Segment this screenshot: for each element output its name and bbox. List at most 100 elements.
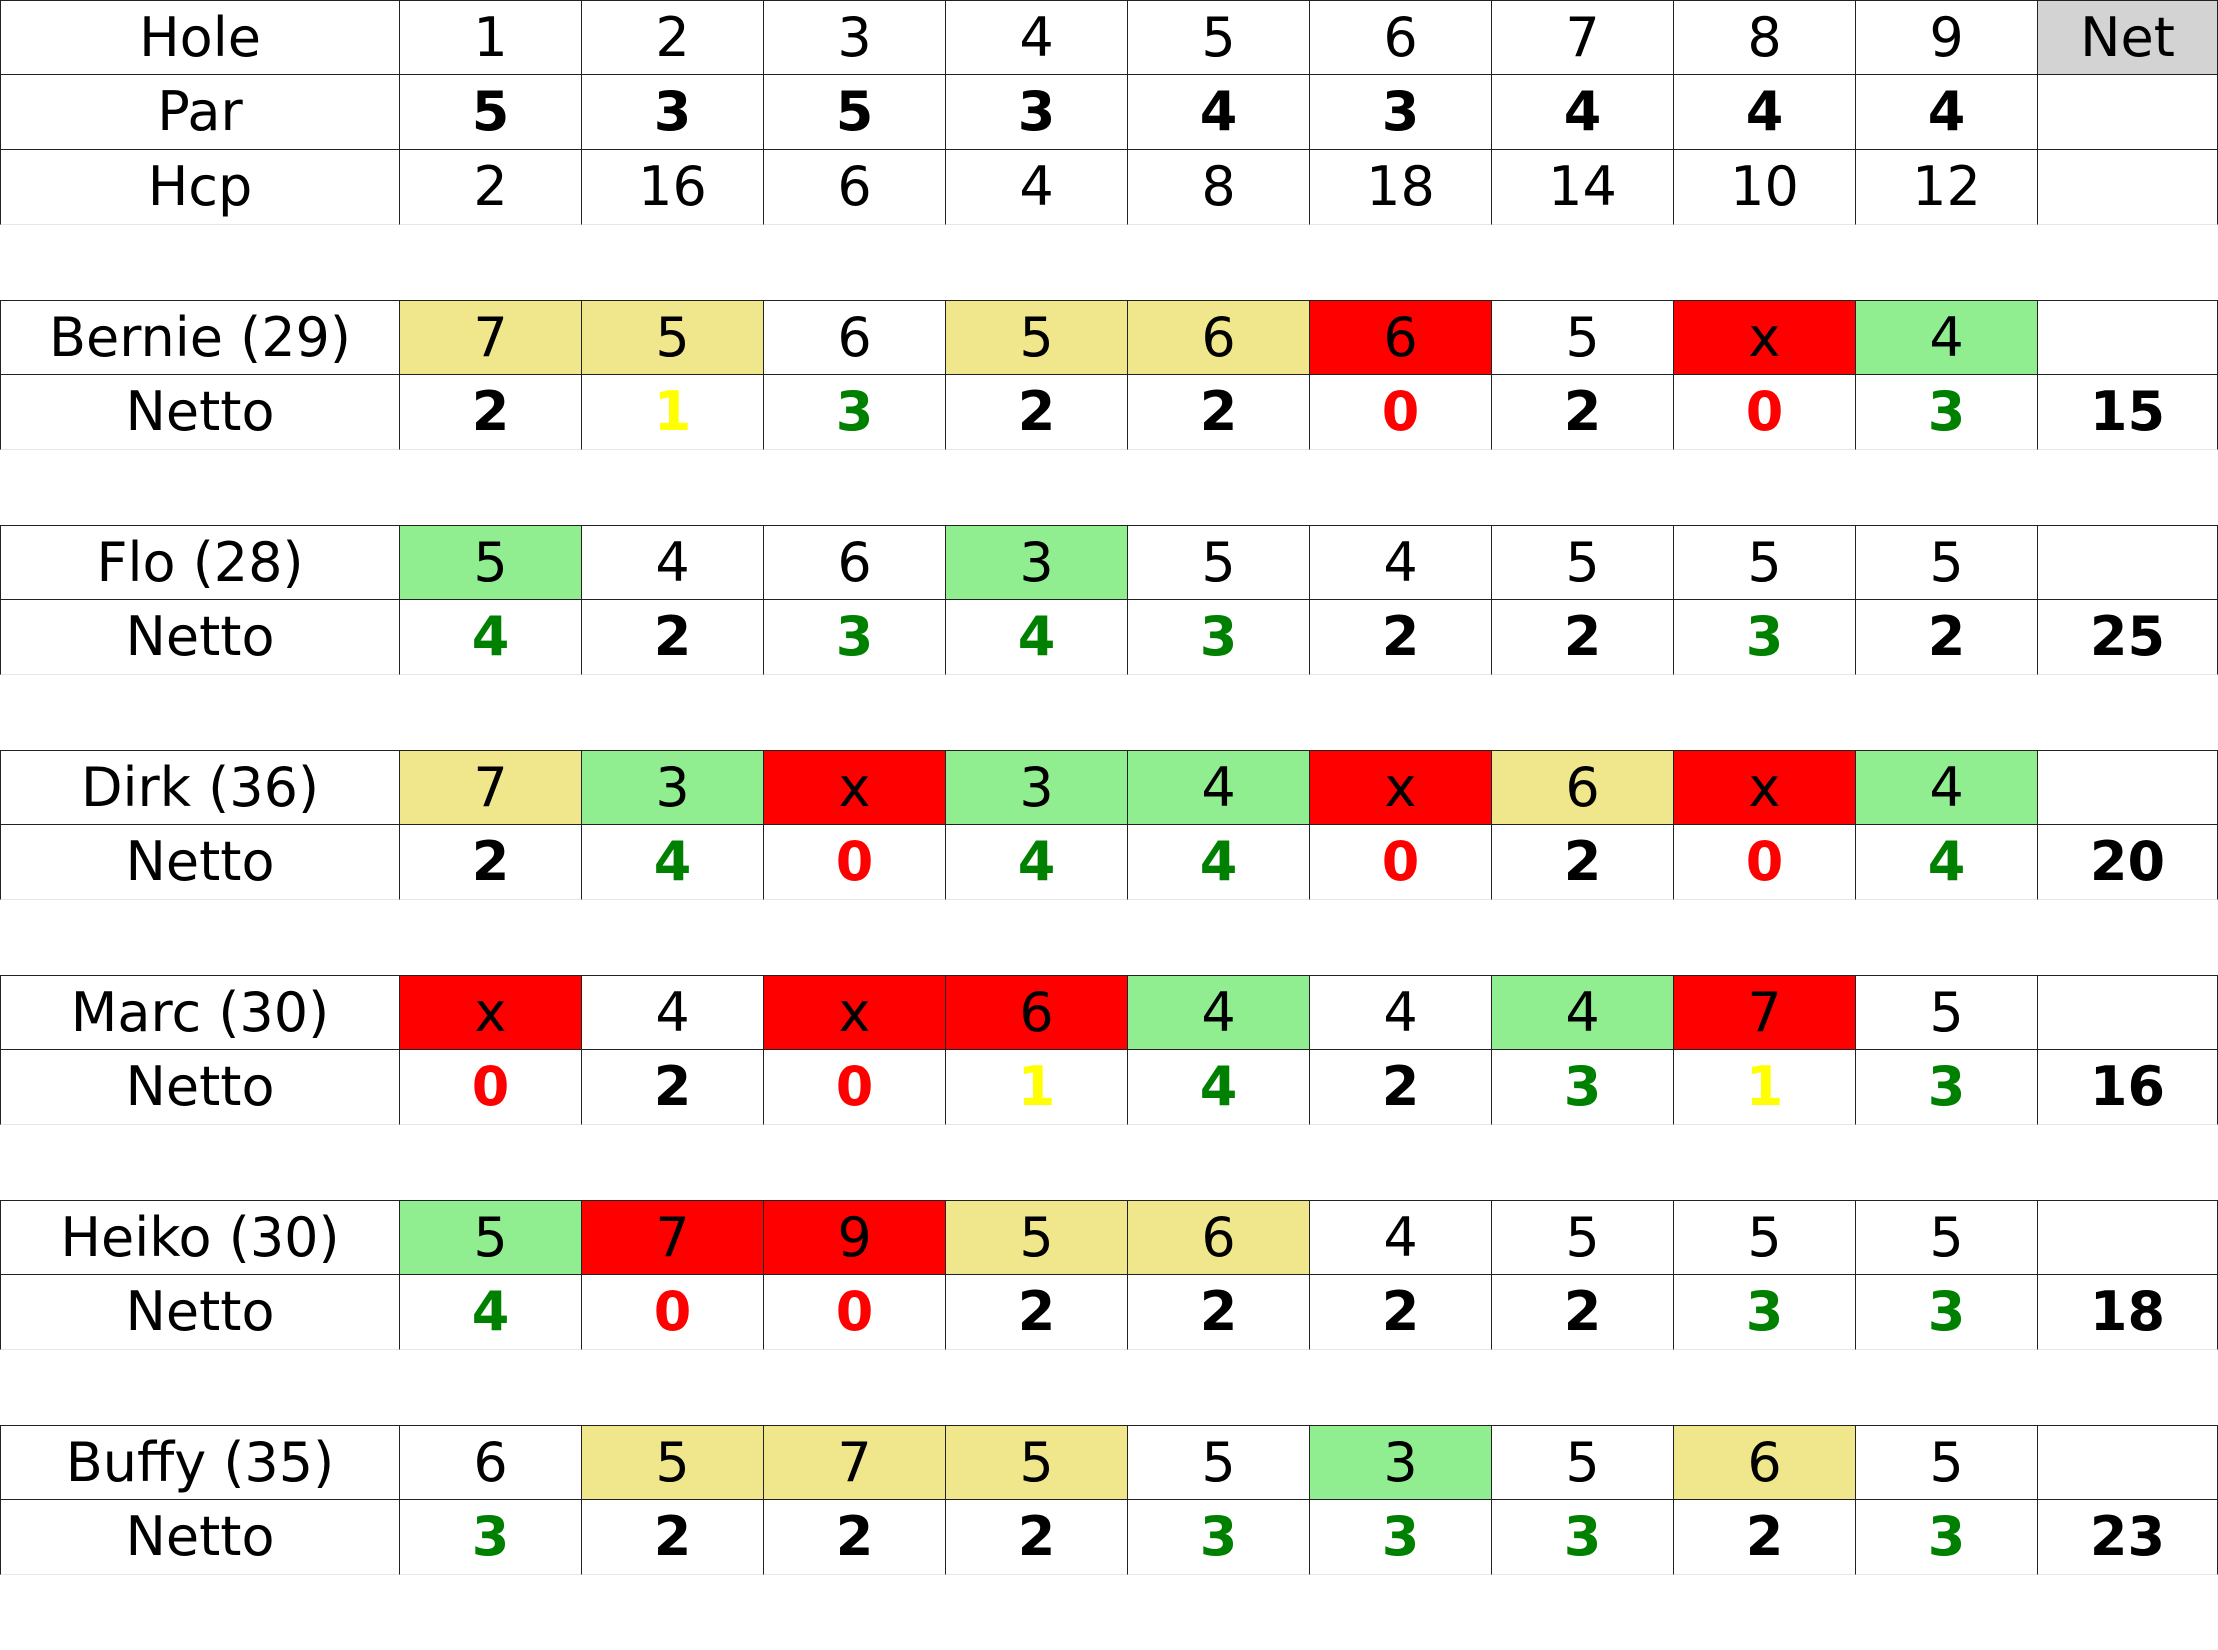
- netto-total: 23: [2038, 1500, 2218, 1575]
- netto-points-cell: 3: [1128, 1500, 1310, 1575]
- netto-points-cell: 2: [1492, 600, 1674, 675]
- hole-number-3: 3: [764, 0, 946, 75]
- hole-number-4: 4: [946, 0, 1128, 75]
- netto-total: 16: [2038, 1050, 2218, 1125]
- hcp-value-5: 8: [1128, 150, 1310, 225]
- player-score-cell: 7: [764, 1425, 946, 1500]
- netto-points-cell: 2: [1674, 1500, 1856, 1575]
- netto-points-cell: 3: [1128, 600, 1310, 675]
- player-net-empty: [2038, 975, 2218, 1050]
- netto-points-cell: 2: [1856, 600, 2038, 675]
- player-score-cell: 4: [582, 525, 764, 600]
- player-score-cell: 4: [1856, 750, 2038, 825]
- netto-points-cell: 2: [1310, 1050, 1492, 1125]
- par-label: Par: [0, 75, 400, 150]
- player-score-cell: 5: [946, 1200, 1128, 1275]
- player-score-cell: 5: [1492, 525, 1674, 600]
- player-score-cell: 6: [1492, 750, 1674, 825]
- hcp-value-2: 16: [582, 150, 764, 225]
- par-net-empty: [2038, 75, 2218, 150]
- netto-label: Netto: [0, 1050, 400, 1125]
- netto-points-cell: 2: [1310, 600, 1492, 675]
- player-score-cell: 4: [1310, 1200, 1492, 1275]
- hole-number-5: 5: [1128, 0, 1310, 75]
- player-score-cell: 4: [1310, 975, 1492, 1050]
- player-name: Heiko (30): [0, 1200, 400, 1275]
- netto-points-cell: 0: [1674, 825, 1856, 900]
- player-name: Marc (30): [0, 975, 400, 1050]
- player-score-cell: 5: [946, 300, 1128, 375]
- netto-label: Netto: [0, 825, 400, 900]
- netto-points-cell: 1: [946, 1050, 1128, 1125]
- player-score-cell: 5: [1856, 975, 2038, 1050]
- player-score-cell: x: [764, 975, 946, 1050]
- netto-total: 18: [2038, 1275, 2218, 1350]
- hcp-value-8: 10: [1674, 150, 1856, 225]
- netto-points-cell: 2: [946, 1275, 1128, 1350]
- par-value-4: 3: [946, 75, 1128, 150]
- netto-points-cell: 0: [1310, 375, 1492, 450]
- player-score-cell: 5: [1128, 525, 1310, 600]
- par-value-2: 3: [582, 75, 764, 150]
- player-score-cell: 4: [1856, 300, 2038, 375]
- player-score-cell: x: [1310, 750, 1492, 825]
- netto-points-cell: 4: [1128, 1050, 1310, 1125]
- player-net-empty: [2038, 750, 2218, 825]
- player-name: Bernie (29): [0, 300, 400, 375]
- netto-points-cell: 3: [1310, 1500, 1492, 1575]
- player-score-cell: 5: [1128, 1425, 1310, 1500]
- player-score-cell: 3: [946, 750, 1128, 825]
- netto-points-cell: 0: [1310, 825, 1492, 900]
- netto-points-cell: 2: [946, 375, 1128, 450]
- netto-points-cell: 2: [582, 1050, 764, 1125]
- player-net-empty: [2038, 300, 2218, 375]
- netto-points-cell: 3: [1674, 1275, 1856, 1350]
- player-score-cell: 5: [582, 300, 764, 375]
- netto-points-cell: 2: [400, 375, 582, 450]
- netto-points-cell: 2: [1492, 825, 1674, 900]
- player-score-cell: x: [1674, 300, 1856, 375]
- par-value-8: 4: [1674, 75, 1856, 150]
- player-score-cell: 3: [946, 525, 1128, 600]
- netto-points-cell: 0: [764, 825, 946, 900]
- netto-total: 20: [2038, 825, 2218, 900]
- player-score-cell: 6: [946, 975, 1128, 1050]
- hcp-value-3: 6: [764, 150, 946, 225]
- par-value-7: 4: [1492, 75, 1674, 150]
- netto-points-cell: 3: [400, 1500, 582, 1575]
- hcp-value-1: 2: [400, 150, 582, 225]
- netto-points-cell: 0: [764, 1275, 946, 1350]
- hcp-net-empty: [2038, 150, 2218, 225]
- player-name: Buffy (35): [0, 1425, 400, 1500]
- hole-number-2: 2: [582, 0, 764, 75]
- netto-points-cell: 2: [400, 825, 582, 900]
- player-score-cell: 5: [582, 1425, 764, 1500]
- hole-number-1: 1: [400, 0, 582, 75]
- netto-total: 15: [2038, 375, 2218, 450]
- player-score-cell: 5: [1492, 300, 1674, 375]
- netto-label: Netto: [0, 600, 400, 675]
- netto-points-cell: 3: [1856, 1050, 2038, 1125]
- netto-total: 25: [2038, 600, 2218, 675]
- netto-points-cell: 2: [582, 600, 764, 675]
- hole-number-6: 6: [1310, 0, 1492, 75]
- player-score-cell: 7: [582, 1200, 764, 1275]
- netto-points-cell: 3: [1492, 1500, 1674, 1575]
- netto-points-cell: 2: [1492, 1275, 1674, 1350]
- player-score-cell: 5: [1856, 1425, 2038, 1500]
- player-score-cell: 4: [1492, 975, 1674, 1050]
- hole-number-7: 7: [1492, 0, 1674, 75]
- player-score-cell: 6: [400, 1425, 582, 1500]
- hcp-value-7: 14: [1492, 150, 1674, 225]
- player-score-cell: 6: [1674, 1425, 1856, 1500]
- player-score-cell: 9: [764, 1200, 946, 1275]
- player-score-cell: 7: [1674, 975, 1856, 1050]
- netto-points-cell: 3: [1492, 1050, 1674, 1125]
- player-score-cell: 5: [946, 1425, 1128, 1500]
- player-score-cell: 5: [1674, 525, 1856, 600]
- netto-points-cell: 2: [1128, 1275, 1310, 1350]
- hole-number-9: 9: [1856, 0, 2038, 75]
- netto-points-cell: 2: [1310, 1275, 1492, 1350]
- netto-points-cell: 0: [400, 1050, 582, 1125]
- netto-points-cell: 1: [582, 375, 764, 450]
